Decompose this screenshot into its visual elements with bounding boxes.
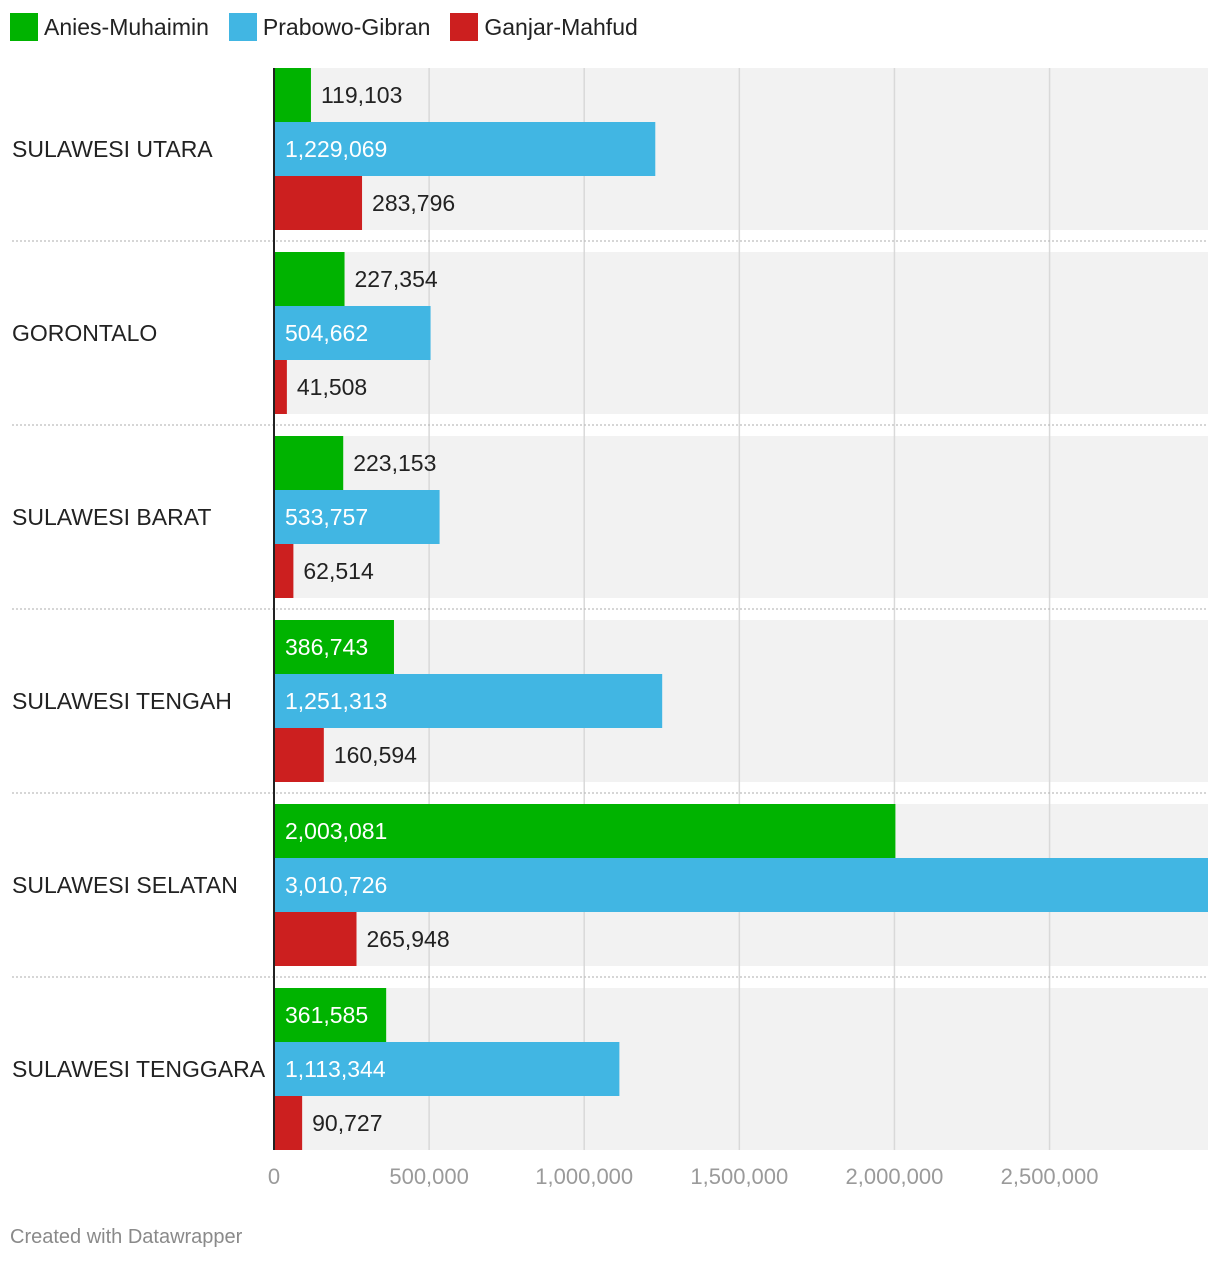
data-label: 533,757 [285, 504, 368, 530]
data-label: 90,727 [312, 1110, 382, 1136]
data-label: 265,948 [367, 926, 450, 952]
data-label: 223,153 [353, 450, 436, 476]
x-tick-label: 500,000 [389, 1164, 469, 1189]
data-label: 41,508 [297, 374, 367, 400]
data-label: 504,662 [285, 320, 368, 346]
data-label: 227,354 [355, 266, 438, 292]
x-tick-label: 1,500,000 [690, 1164, 788, 1189]
data-label: 62,514 [303, 558, 374, 584]
legend-label: Prabowo-Gibran [262, 13, 431, 40]
legend-item-ganjar-mahfud: Ganjar-Mahfud [450, 13, 638, 41]
bar [274, 176, 363, 230]
bar [274, 306, 431, 360]
bar [274, 68, 311, 122]
data-label: 283,796 [372, 190, 455, 216]
category-label: SULAWESI BARAT [12, 504, 211, 530]
data-label: 386,743 [285, 634, 368, 660]
bar [274, 804, 896, 858]
x-tick-label: 2,000,000 [846, 1164, 944, 1189]
x-tick-label: 1,000,000 [535, 1164, 633, 1189]
bar [274, 674, 663, 728]
bar [274, 490, 440, 544]
bar [274, 436, 344, 490]
data-label: 1,113,344 [285, 1056, 386, 1082]
bar [274, 544, 294, 598]
data-label: 361,585 [285, 1002, 368, 1028]
footer-credit: Created with Datawrapper [10, 1226, 243, 1248]
legend-swatch [450, 13, 479, 41]
legend-swatch [228, 13, 257, 41]
bar [274, 620, 394, 674]
x-tick-label: 2,500,000 [1001, 1164, 1099, 1189]
data-label: 1,251,313 [285, 688, 387, 714]
category-label: SULAWESI SELATAN [12, 872, 238, 898]
data-label: 160,594 [334, 742, 417, 768]
legend-label: Anies-Muhaimin [44, 13, 209, 40]
data-label: 1,229,069 [285, 136, 387, 162]
category-label: SULAWESI TENGGARA [12, 1056, 266, 1082]
bar [274, 122, 656, 176]
bar [274, 1096, 303, 1150]
bar [274, 988, 387, 1042]
category-label: SULAWESI UTARA [12, 136, 213, 162]
data-label: 119,103 [321, 82, 402, 108]
bar [274, 1042, 620, 1096]
legend-item-anies-muhaimin: Anies-Muhaimin [10, 13, 209, 41]
bar [274, 252, 345, 306]
bar [274, 360, 287, 414]
legend-swatch [10, 13, 38, 41]
bar [274, 912, 357, 966]
data-label: 2,003,081 [285, 818, 387, 844]
legend: Anies-Muhaimin Prabowo-Gibran Ganjar-Mahfu… [10, 10, 658, 44]
category-label: GORONTALO [12, 320, 157, 346]
legend-item-prabowo-gibran: Prabowo-Gibran [228, 13, 431, 41]
data-label: 3,010,726 [285, 872, 387, 898]
bar-chart: SULAWESI UTARA 119,103 1,229,069 283,796 GOR… [12, 68, 1208, 1189]
category-label: SULAWESI TENGAH [12, 688, 232, 714]
legend-label: Ganjar-Mahfud [484, 13, 638, 40]
bar [274, 858, 1208, 912]
x-tick-label: 0 [268, 1164, 280, 1189]
bar [274, 728, 324, 782]
